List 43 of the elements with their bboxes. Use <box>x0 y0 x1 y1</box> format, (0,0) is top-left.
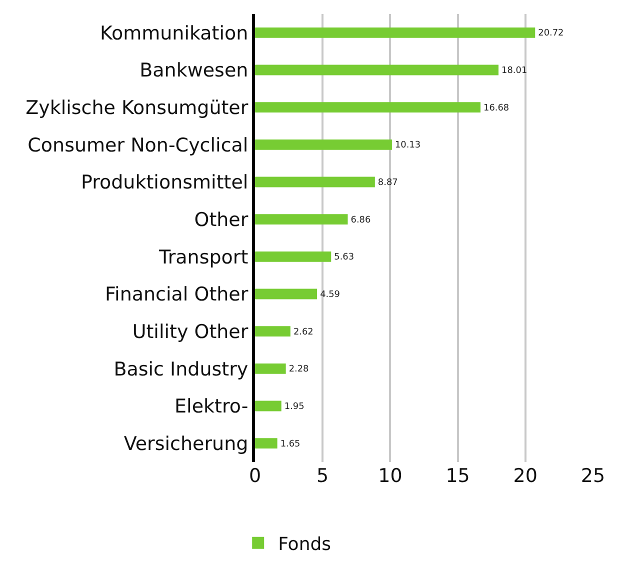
bar <box>255 363 286 374</box>
bar <box>255 214 348 225</box>
bar <box>255 27 536 38</box>
y-tick-label: Zyklische Konsumgüter <box>26 96 248 119</box>
bar <box>255 251 332 262</box>
bar <box>255 438 278 449</box>
x-tick-label: 10 <box>378 465 402 487</box>
y-tick-label: Versicherung <box>124 432 248 455</box>
y-tick-label: Produktionsmittel <box>80 172 248 194</box>
y-tick-label: Consumer Non-Cyclical <box>28 134 248 156</box>
y-tick-label: Bankwesen <box>140 60 248 82</box>
x-tick-label: 20 <box>513 465 538 487</box>
x-tick-label: 5 <box>316 465 329 487</box>
bar <box>255 176 375 188</box>
y-tick-label: Other <box>194 208 248 231</box>
y-tick-label: Basic Industry <box>114 358 248 380</box>
legend-label: Fonds <box>278 534 332 555</box>
bar <box>255 139 392 150</box>
data-label: 16.68 <box>484 103 510 114</box>
bar <box>255 288 318 300</box>
data-label: 6.86 <box>350 215 371 226</box>
data-label: 2.62 <box>293 327 314 338</box>
bar <box>255 64 498 76</box>
data-label: 1.95 <box>284 402 304 412</box>
data-label: 1.65 <box>280 439 300 450</box>
y-tick-label: Elektro- <box>174 396 248 418</box>
data-label: 8.87 <box>378 178 398 188</box>
data-label: 18.01 <box>502 66 528 76</box>
y-tick-label: Kommunikation <box>100 22 248 44</box>
y-tick-label: Transport <box>158 246 248 268</box>
x-tick-label: 15 <box>446 465 470 487</box>
x-tick-label: 25 <box>580 465 606 487</box>
data-label: 4.59 <box>320 290 340 300</box>
data-label: 20.72 <box>538 28 564 39</box>
bar <box>255 326 290 337</box>
data-label: 5.63 <box>334 252 354 263</box>
data-label: 2.28 <box>288 364 310 375</box>
bar <box>255 400 282 412</box>
x-tick-label: 0 <box>248 465 262 487</box>
data-label: 10.13 <box>394 140 421 151</box>
bar <box>255 102 481 113</box>
y-tick-label: Financial Other <box>105 284 248 306</box>
y-tick-label: Utility Other <box>132 320 248 343</box>
